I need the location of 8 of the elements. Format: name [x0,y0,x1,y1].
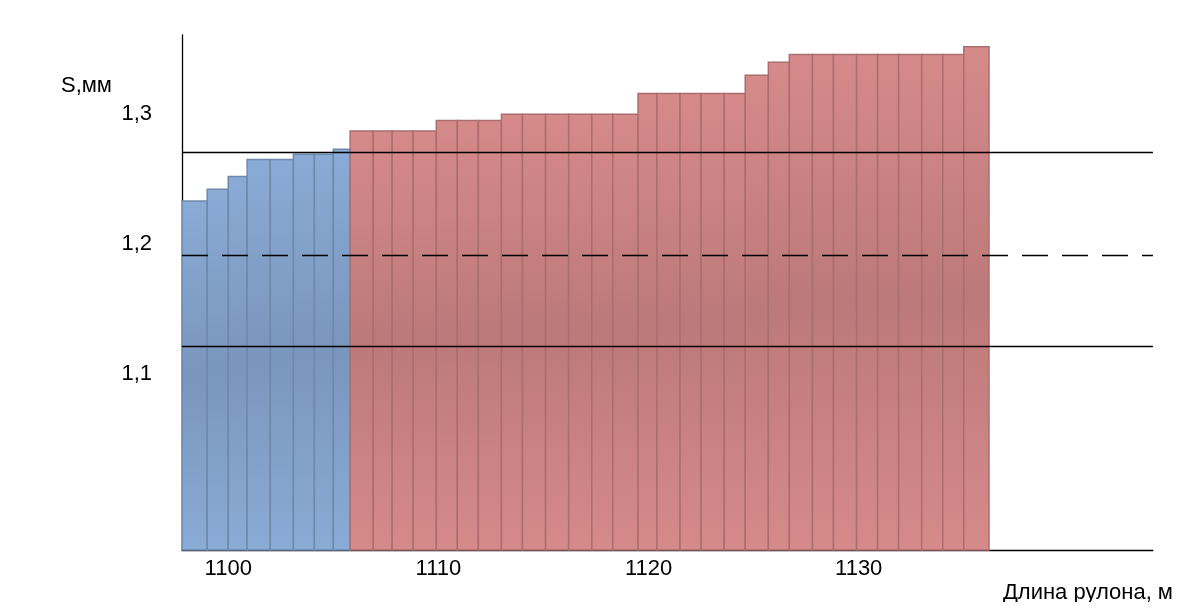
y-tick-label: 1,3 [121,100,152,126]
y-tick-label: 1,2 [121,230,152,256]
y-tick-label: 1,1 [121,359,152,385]
x-tick-label: 1120 [624,554,673,580]
x-tick-label: 1100 [204,554,252,580]
x-tick-label: 1110 [415,554,462,580]
y-axis-title: S,мм [60,71,112,97]
x-tick-label: 1130 [835,554,883,580]
